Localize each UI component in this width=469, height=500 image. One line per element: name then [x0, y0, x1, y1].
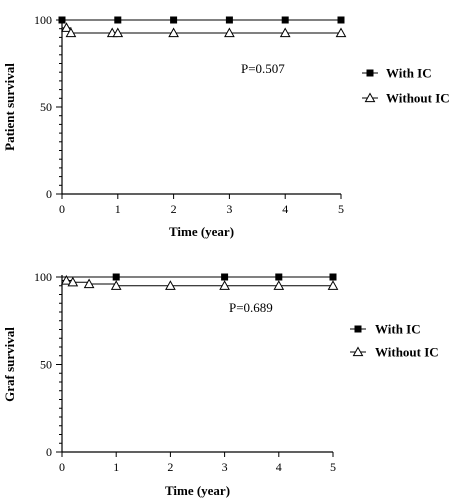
legend-marker — [354, 325, 362, 333]
legend-entry-with-ic: With IC — [362, 66, 432, 81]
data-point — [273, 280, 285, 290]
data-point — [165, 280, 176, 290]
legend-marker — [352, 346, 364, 357]
x-tick-label: 4 — [282, 202, 288, 216]
legend-entry-with-ic: With IC — [350, 322, 421, 337]
y-tick-label: 50 — [40, 100, 52, 114]
data-point — [114, 16, 122, 24]
x-axis-title: Time (year) — [169, 224, 234, 239]
x-tick-label: 5 — [338, 202, 344, 216]
y-tick-label: 100 — [34, 270, 52, 284]
data-point — [58, 16, 66, 24]
data-point — [170, 16, 178, 24]
y-tick-label: 100 — [34, 13, 52, 27]
data-point — [225, 16, 233, 24]
legend-marker — [366, 69, 374, 77]
data-point — [168, 27, 179, 38]
y-axis-title: Graf survival — [2, 327, 17, 402]
y-tick-label: 50 — [40, 358, 52, 372]
data-point — [61, 22, 72, 32]
series-line — [62, 280, 333, 287]
x-tick-label: 2 — [167, 460, 173, 474]
p-value-annotation: P=0.689 — [229, 300, 273, 315]
x-tick-label: 4 — [276, 460, 282, 474]
x-tick-label: 1 — [113, 460, 119, 474]
data-point — [281, 16, 289, 24]
data-point — [110, 280, 122, 290]
legend-label: With IC — [375, 322, 421, 337]
data-point — [329, 273, 337, 281]
series-with-ic — [58, 16, 345, 24]
x-tick-label: 2 — [171, 202, 177, 216]
series-with-ic — [62, 273, 337, 281]
series-without-ic — [60, 274, 339, 290]
legend-label: Without IC — [386, 91, 450, 106]
data-point — [219, 280, 230, 290]
legend-label: Without IC — [375, 345, 439, 360]
data-point — [83, 278, 95, 289]
x-tick-label: 0 — [59, 202, 65, 216]
chart-1: 0 50 100 0 1 2 3 4 5 Time (year) Patient survival W… — [2, 13, 450, 239]
series-without-ic — [61, 22, 347, 38]
data-point — [60, 274, 72, 285]
data-point — [337, 16, 345, 24]
data-point — [224, 27, 235, 38]
data-point — [67, 276, 79, 287]
legend-entry-without-ic: Without IC — [362, 91, 450, 106]
x-tick-label: 0 — [59, 460, 65, 474]
x-axis-title: Time (year) — [165, 483, 230, 498]
legend-entry-without-ic: Without IC — [350, 345, 439, 360]
data-point — [327, 280, 339, 290]
x-tick-label: 1 — [115, 202, 121, 216]
data-point — [335, 27, 347, 38]
x-tick-label: 3 — [226, 202, 232, 216]
x-tick-label: 5 — [330, 460, 336, 474]
series-line — [62, 27, 341, 34]
y-axis-title: Patient survival — [2, 63, 17, 151]
y-tick-label: 0 — [46, 187, 52, 201]
x-tick-label: 3 — [222, 460, 228, 474]
data-point — [275, 273, 283, 281]
legend-marker — [364, 92, 376, 103]
data-point — [279, 27, 291, 38]
data-point — [112, 27, 124, 38]
y-tick-label: 0 — [46, 445, 52, 459]
data-point — [221, 273, 229, 281]
p-value-annotation: P=0.507 — [241, 61, 285, 76]
data-point — [65, 27, 77, 38]
chart-2: 0 50 100 0 1 2 3 4 5 Time (year) Graf survival With… — [2, 270, 439, 498]
legend-label: With IC — [386, 66, 432, 81]
data-point — [112, 273, 120, 281]
